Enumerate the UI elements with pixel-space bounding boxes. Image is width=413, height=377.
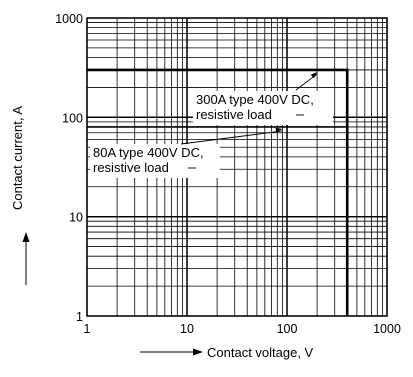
annotation-text: resistive load [93, 160, 169, 175]
annotation-arrow-head [310, 71, 318, 79]
series-line-2 [87, 126, 349, 316]
tick-layer: 1 10 100 1000 1 10 100 1000 [55, 12, 401, 336]
annotation-arrow-shaft [180, 130, 283, 145]
annotation-background [90, 144, 220, 178]
annotation-text: resistive load [196, 107, 272, 122]
annotation-background [193, 91, 333, 125]
x-tick-label: 1 [84, 322, 91, 336]
y-tick-label: 1000 [55, 12, 83, 26]
annotation-2: 80A type 400V DC,resistive load [90, 127, 283, 178]
annotation-text: 80A type 400V DC, [93, 145, 204, 160]
annotation-arrow-head [275, 127, 283, 133]
y-tick-label: 100 [62, 111, 83, 125]
x-tick-label: 1000 [373, 322, 401, 336]
y-axis-title: Contact current, A [10, 106, 30, 285]
y-axis-arrow-head [22, 232, 30, 242]
x-tick-label: 100 [277, 322, 298, 336]
plot-frame [86, 17, 388, 317]
x-axis-arrow-head [193, 348, 203, 356]
frame-layer [86, 17, 388, 317]
x-tick-label: 10 [180, 322, 194, 336]
y-axis-label: Contact current, A [10, 106, 25, 210]
y-tick-label: 1 [76, 310, 83, 324]
annotation-text: 300A type 400V DC, [196, 92, 314, 107]
series-layer [87, 68, 349, 316]
annotation-1: 300A type 400V DC,resistive load [193, 71, 333, 125]
x-axis-title: Contact voltage, V [140, 345, 314, 360]
x-axis-label: Contact voltage, V [207, 345, 314, 360]
y-tick-label: 10 [69, 211, 83, 225]
